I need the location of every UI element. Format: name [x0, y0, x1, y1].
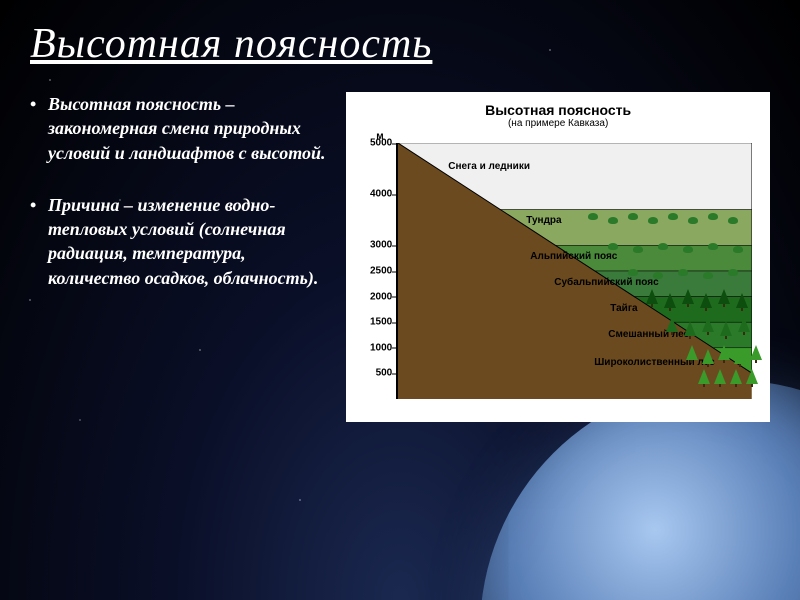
zone-label: Тайга — [610, 303, 637, 314]
y-tick: 1000 — [360, 342, 392, 353]
diagram-title: Высотная поясность (на примере Кавказа) — [360, 102, 756, 129]
shrub-icon — [703, 272, 713, 279]
shrub-icon — [733, 246, 743, 253]
zone-label: Снега и ледники — [448, 161, 530, 172]
tree-icon — [720, 321, 732, 339]
slide: Высотная поясность Высотная поясность – … — [0, 0, 800, 600]
tree-icon — [718, 345, 730, 363]
y-tick: 5000 — [360, 138, 392, 149]
zone-label: Субальпийский пояс — [554, 277, 658, 288]
tree-icon — [666, 317, 678, 335]
y-tick: 4000 — [360, 189, 392, 200]
tree-icon — [750, 345, 762, 363]
tree-icon — [700, 293, 712, 311]
shrub-icon — [608, 243, 618, 250]
shrub-icon — [678, 269, 688, 276]
shrub-icon — [668, 213, 678, 220]
tree-icon — [664, 293, 676, 311]
shrub-icon — [683, 246, 693, 253]
tree-icon — [730, 369, 742, 387]
cause-label: Причина — [48, 195, 119, 215]
shrub-icon — [628, 269, 638, 276]
shrub-icon — [728, 269, 738, 276]
y-tick: 500 — [360, 368, 392, 379]
mountain-graphic: Снега и ледники Тундра Альпийский пояс Суба… — [398, 143, 752, 399]
tree-icon — [746, 369, 758, 387]
diagram-panel: Высотная поясность (на примере Кавказа) … — [346, 92, 770, 422]
tree-icon — [734, 349, 746, 367]
term: Высотная поясность — [48, 94, 221, 114]
y-tick: 3000 — [360, 240, 392, 251]
tree-icon — [736, 293, 748, 311]
altitude-chart: м 5000400030002500200015001000500 Снега … — [360, 135, 756, 405]
shrub-icon — [633, 246, 643, 253]
shrub-icon — [708, 213, 718, 220]
shrub-icon — [588, 213, 598, 220]
zone-label: Альпийский пояс — [530, 251, 617, 262]
bullet-list: Высотная поясность – закономерная смена … — [30, 92, 330, 290]
tree-icon — [682, 289, 694, 307]
tree-icon — [684, 321, 696, 339]
shrub-icon — [708, 243, 718, 250]
slide-title: Высотная поясность — [30, 20, 770, 68]
zone-label: Тундра — [526, 215, 561, 226]
slide-content: Высотная поясность – закономерная смена … — [30, 92, 770, 422]
diagram-title-sub: (на примере Кавказа) — [360, 118, 756, 129]
tree-icon — [698, 369, 710, 387]
shrub-icon — [648, 217, 658, 224]
shrub-icon — [728, 217, 738, 224]
y-tick: 1500 — [360, 317, 392, 328]
tree-icon — [714, 369, 726, 387]
tree-icon — [702, 317, 714, 335]
y-tick: 2000 — [360, 291, 392, 302]
shrub-icon — [688, 217, 698, 224]
shrub-icon — [658, 243, 668, 250]
shrub-icon — [628, 213, 638, 220]
diagram-title-main: Высотная поясность — [360, 102, 756, 118]
tree-icon — [718, 289, 730, 307]
bullet-cause: Причина – изменение водно-тепловых услов… — [48, 193, 330, 290]
tree-icon — [738, 317, 750, 335]
tree-icon — [646, 289, 658, 307]
tree-icon — [702, 349, 714, 367]
text-column: Высотная поясность – закономерная смена … — [30, 92, 330, 422]
y-tick: 2500 — [360, 266, 392, 277]
shrub-icon — [608, 217, 618, 224]
tree-icon — [686, 345, 698, 363]
bullet-definition: Высотная поясность – закономерная смена … — [48, 92, 330, 165]
shrub-icon — [653, 272, 663, 279]
